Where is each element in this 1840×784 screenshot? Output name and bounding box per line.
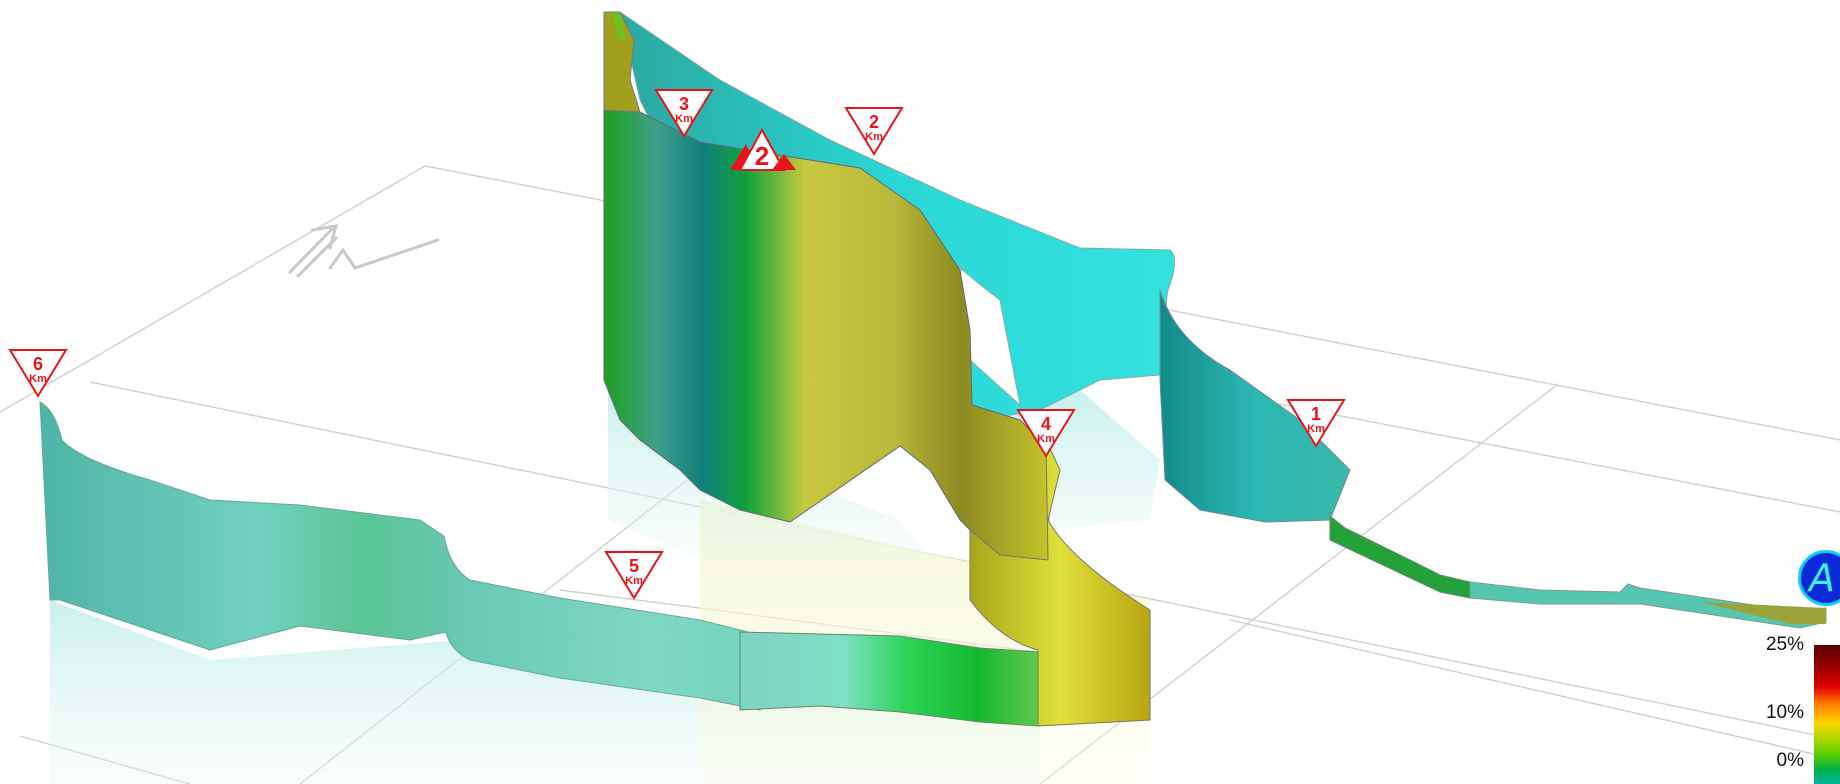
svg-text:1: 1	[1311, 404, 1321, 424]
svg-text:Km: Km	[865, 131, 883, 143]
km-marker-1: 1 Km	[1286, 399, 1346, 448]
svg-text:6: 6	[33, 354, 43, 374]
profile-segment-yellow	[969, 439, 1151, 727]
compass-label: N	[0, 0, 1, 1]
north-arrow-icon	[288, 224, 440, 278]
profile-segment-tail	[1329, 514, 1471, 599]
km-marker-6: 6 Km	[8, 349, 68, 398]
profile-segment-bottom	[739, 631, 1039, 727]
svg-text:2: 2	[869, 112, 879, 132]
km-marker-3: 3 Km	[654, 89, 714, 138]
svg-text:4: 4	[1041, 414, 1051, 434]
profile-segment-tail-flat	[1469, 581, 1827, 629]
svg-text:Km: Km	[1307, 423, 1325, 435]
legend-label-mid: 10%	[1765, 702, 1804, 723]
svg-text:5: 5	[629, 556, 639, 576]
km-marker-4: 4 Km	[1016, 409, 1076, 458]
start-badge: A	[1798, 550, 1840, 606]
svg-text:3: 3	[679, 94, 689, 114]
legend-label-min: 0%	[1776, 750, 1804, 771]
profile-segment-left	[39, 401, 761, 711]
svg-text:Km: Km	[625, 575, 643, 587]
svg-text:Km: Km	[1037, 433, 1055, 445]
km-marker-2: 2 Km	[844, 107, 904, 156]
profile-segment-right	[1159, 289, 1351, 523]
svg-text:Km: Km	[29, 373, 47, 385]
climb-category-marker: 2	[730, 127, 796, 171]
svg-text:Km: Km	[675, 113, 693, 125]
km-marker-5: 5 Km	[604, 551, 664, 600]
legend-label-max: 25%	[1765, 634, 1804, 655]
svg-text:2: 2	[755, 141, 769, 171]
gradient-legend-bar	[1814, 645, 1840, 784]
